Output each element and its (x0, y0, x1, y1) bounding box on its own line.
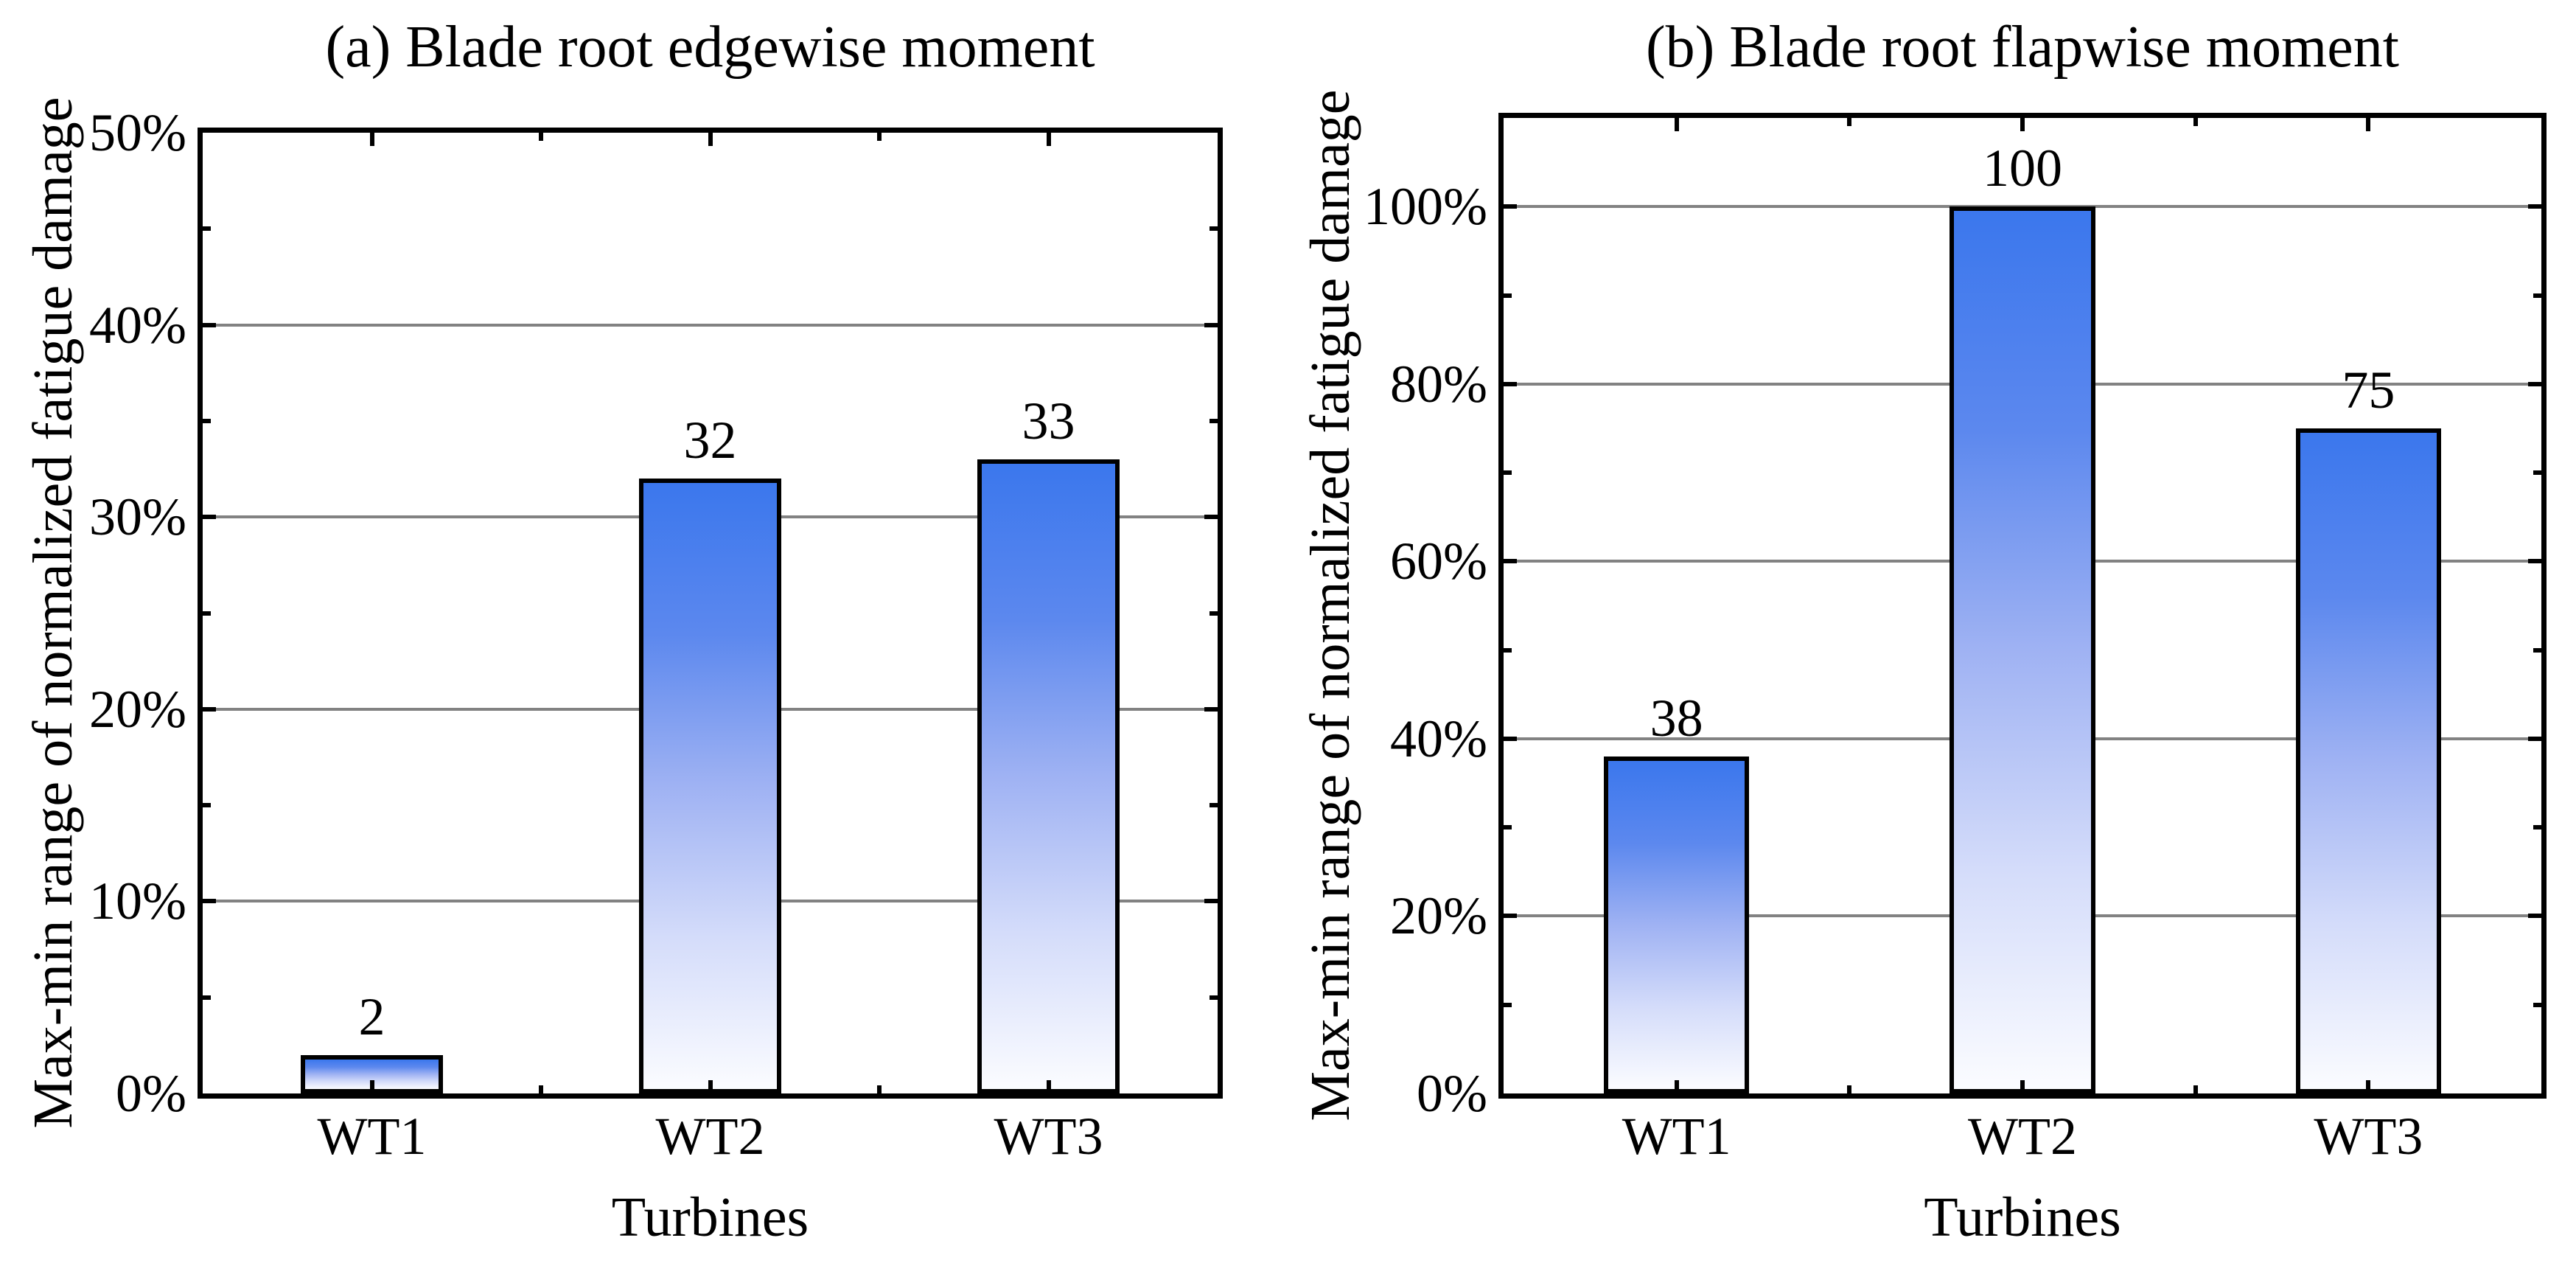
x-major-tick-top (2020, 118, 2025, 131)
y-major-tick-right (2528, 381, 2541, 386)
y-minor-tick-right (1210, 418, 1218, 423)
bar-wt2 (639, 479, 781, 1093)
x-minor-tick-top (877, 133, 882, 141)
y-minor-tick-right (1210, 226, 1218, 232)
y-minor-tick-left (203, 418, 211, 423)
x-major-tick-bottom (2366, 1080, 2371, 1093)
x-major-tick-top (1046, 133, 1051, 146)
y-major-tick-left (1504, 559, 1517, 564)
x-major-tick-bottom (708, 1080, 713, 1093)
y-minor-tick-left (1504, 647, 1512, 653)
y-minor-tick-right (1210, 611, 1218, 616)
y-minor-tick-left (1504, 293, 1512, 298)
y-major-tick-right (1204, 515, 1218, 520)
y-tick-label-100: 100% (1364, 177, 1487, 237)
y-minor-tick-right (2533, 825, 2541, 830)
panel-a-title: (a) Blade root edgewise moment (325, 15, 1095, 80)
x-minor-tick-top (2193, 118, 2198, 126)
gridline-40 (203, 323, 1218, 327)
panel-b-x-axis-label: Turbines (1924, 1186, 2121, 1248)
x-minor-tick-bottom (2193, 1085, 2198, 1093)
x-major-tick-top (2366, 118, 2371, 131)
x-minor-tick-top (539, 133, 543, 141)
bar-value-wt2: 100 (1983, 139, 2062, 198)
y-major-tick-right (1204, 322, 1218, 327)
y-major-tick-left (203, 515, 216, 520)
y-minor-tick-right (1210, 995, 1218, 1000)
x-tick-label-wt3: WT3 (994, 1107, 1103, 1166)
y-major-tick-left (1504, 914, 1517, 919)
y-minor-tick-left (203, 803, 211, 808)
y-tick-label-80: 80% (1390, 354, 1487, 414)
x-tick-label-wt2: WT2 (655, 1107, 765, 1166)
bar-value-wt3: 33 (1022, 392, 1075, 451)
x-tick-label-wt1: WT1 (1622, 1107, 1731, 1166)
y-major-tick-left (203, 322, 216, 327)
bar-wt1 (1604, 756, 1750, 1093)
y-tick-label-30: 30% (89, 487, 186, 547)
y-minor-tick-left (203, 995, 211, 1000)
x-major-tick-bottom (1674, 1080, 1679, 1093)
bar-value-wt3: 75 (2342, 360, 2395, 420)
y-minor-tick-right (2533, 1002, 2541, 1007)
bar-wt3 (2295, 428, 2441, 1093)
bar-wt3 (977, 459, 1120, 1093)
x-major-tick-top (369, 133, 374, 146)
y-tick-label-0: 0% (1417, 1064, 1487, 1123)
x-tick-label-wt3: WT3 (2314, 1107, 2423, 1166)
y-tick-label-20: 20% (89, 679, 186, 739)
y-major-tick-left (1504, 736, 1517, 741)
y-minor-tick-left (1504, 825, 1512, 830)
y-major-tick-right (2528, 559, 2541, 564)
y-tick-label-0: 0% (116, 1064, 186, 1123)
x-major-tick-bottom (1046, 1080, 1051, 1093)
y-minor-tick-right (2533, 293, 2541, 298)
y-major-tick-left (203, 899, 216, 904)
bar-wt2 (1950, 206, 2095, 1093)
x-minor-tick-bottom (877, 1085, 882, 1093)
y-major-tick-right (1204, 706, 1218, 712)
y-tick-label-10: 10% (89, 872, 186, 931)
y-tick-label-40: 40% (89, 295, 186, 355)
y-major-tick-right (2528, 736, 2541, 741)
x-major-tick-top (1674, 118, 1679, 131)
y-minor-tick-left (203, 611, 211, 616)
y-tick-label-50: 50% (89, 103, 186, 162)
x-tick-label-wt2: WT2 (1968, 1107, 2077, 1166)
y-major-tick-right (2528, 914, 2541, 919)
plot-frame (198, 128, 1223, 1099)
y-major-tick-left (203, 706, 216, 712)
panel-b-y-axis-label: Max-min range of normalized fatigue dama… (1299, 89, 1361, 1121)
x-major-tick-bottom (369, 1080, 374, 1093)
panel-b-title: (b) Blade root flapwise moment (1646, 15, 2399, 80)
bar-value-wt2: 32 (683, 411, 737, 470)
y-minor-tick-right (1210, 803, 1218, 808)
y-minor-tick-left (203, 226, 211, 232)
y-major-tick-right (1204, 899, 1218, 904)
y-major-tick-right (2528, 204, 2541, 209)
y-major-tick-left (1504, 204, 1517, 209)
x-tick-label-wt1: WT1 (317, 1107, 427, 1166)
bar-value-wt1: 2 (358, 987, 385, 1046)
y-tick-label-20: 20% (1390, 886, 1487, 946)
y-minor-tick-left (1504, 470, 1512, 476)
y-tick-label-40: 40% (1390, 709, 1487, 768)
y-minor-tick-right (2533, 470, 2541, 476)
y-major-tick-left (1504, 381, 1517, 386)
plot-frame (1498, 113, 2547, 1099)
x-minor-tick-bottom (1847, 1085, 1852, 1093)
y-minor-tick-left (1504, 1002, 1512, 1007)
x-major-tick-top (708, 133, 713, 146)
x-major-tick-bottom (2020, 1080, 2025, 1093)
y-tick-label-60: 60% (1390, 532, 1487, 591)
y-minor-tick-right (2533, 647, 2541, 653)
x-minor-tick-bottom (539, 1085, 543, 1093)
x-minor-tick-top (1847, 118, 1852, 126)
bar-value-wt1: 38 (1650, 688, 1703, 748)
panel-a-x-axis-label: Turbines (611, 1186, 809, 1248)
